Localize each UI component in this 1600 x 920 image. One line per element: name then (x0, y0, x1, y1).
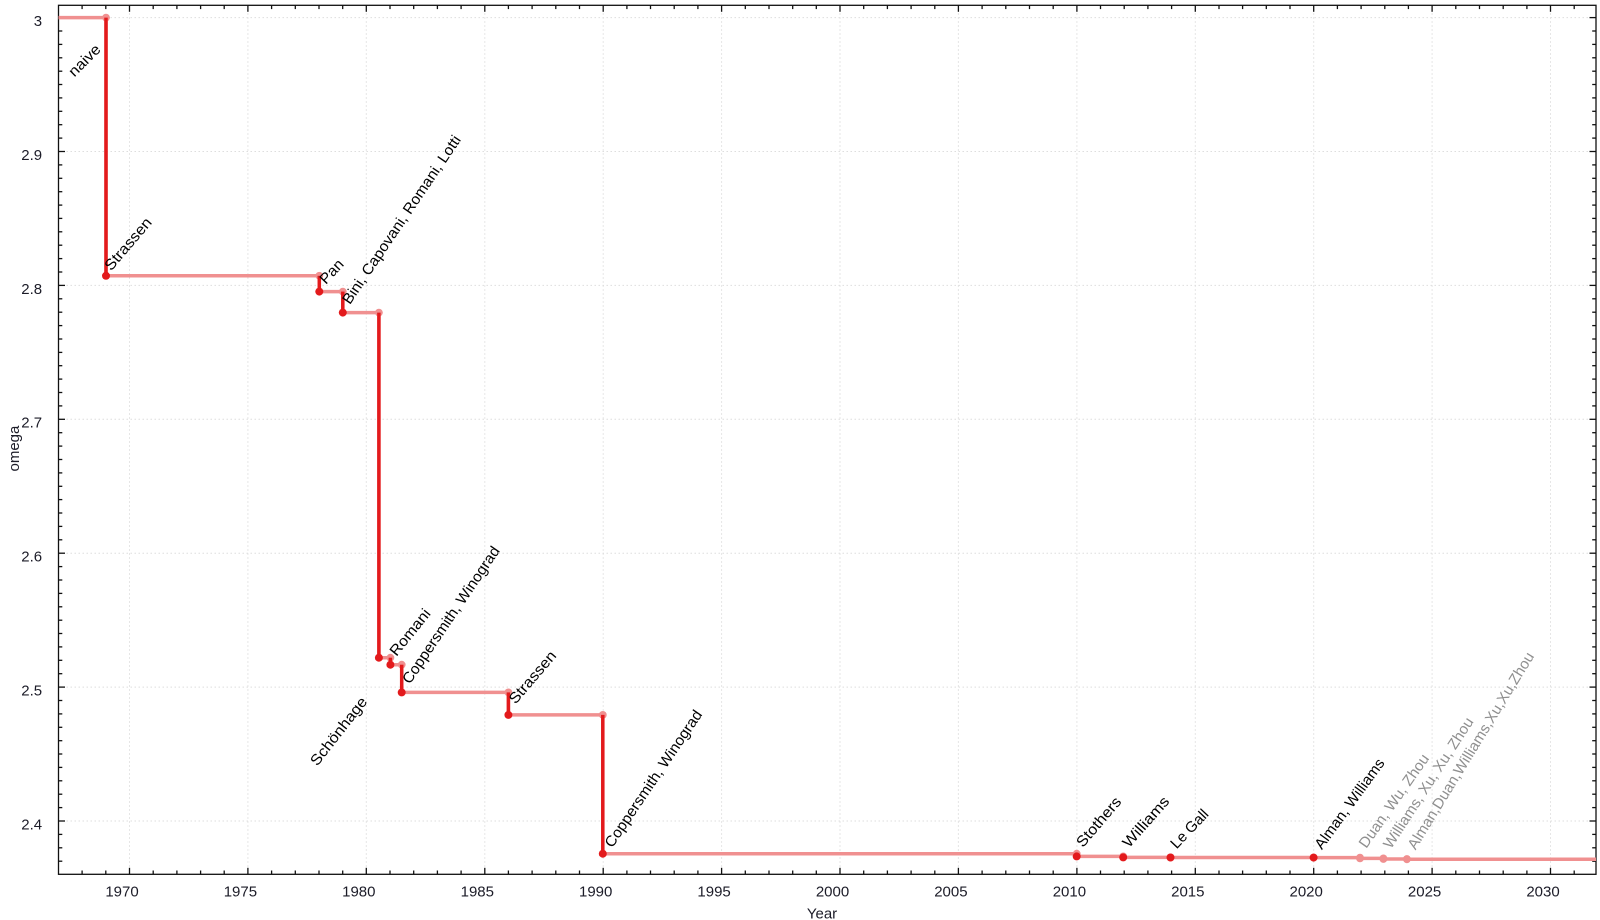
svg-text:2015: 2015 (1171, 883, 1204, 900)
svg-text:2010: 2010 (1053, 883, 1086, 900)
svg-text:2.8: 2.8 (21, 281, 42, 298)
svg-text:2025: 2025 (1408, 883, 1441, 900)
svg-text:2000: 2000 (816, 883, 849, 900)
svg-text:Year: Year (807, 906, 837, 920)
svg-text:1975: 1975 (224, 883, 257, 900)
svg-text:omega: omega (6, 425, 23, 472)
svg-text:2020: 2020 (1290, 883, 1323, 900)
svg-text:1985: 1985 (461, 883, 494, 900)
svg-text:2.6: 2.6 (21, 549, 42, 566)
svg-text:2.7: 2.7 (21, 415, 42, 432)
svg-text:1990: 1990 (579, 883, 612, 900)
svg-text:2005: 2005 (934, 883, 967, 900)
svg-text:2.4: 2.4 (21, 816, 42, 833)
svg-text:2.5: 2.5 (21, 683, 42, 700)
svg-text:2.9: 2.9 (21, 147, 42, 164)
svg-text:3: 3 (34, 13, 42, 30)
svg-text:1995: 1995 (697, 883, 730, 900)
svg-text:1970: 1970 (105, 883, 138, 900)
svg-text:1980: 1980 (342, 883, 375, 900)
svg-text:2030: 2030 (1526, 883, 1559, 900)
